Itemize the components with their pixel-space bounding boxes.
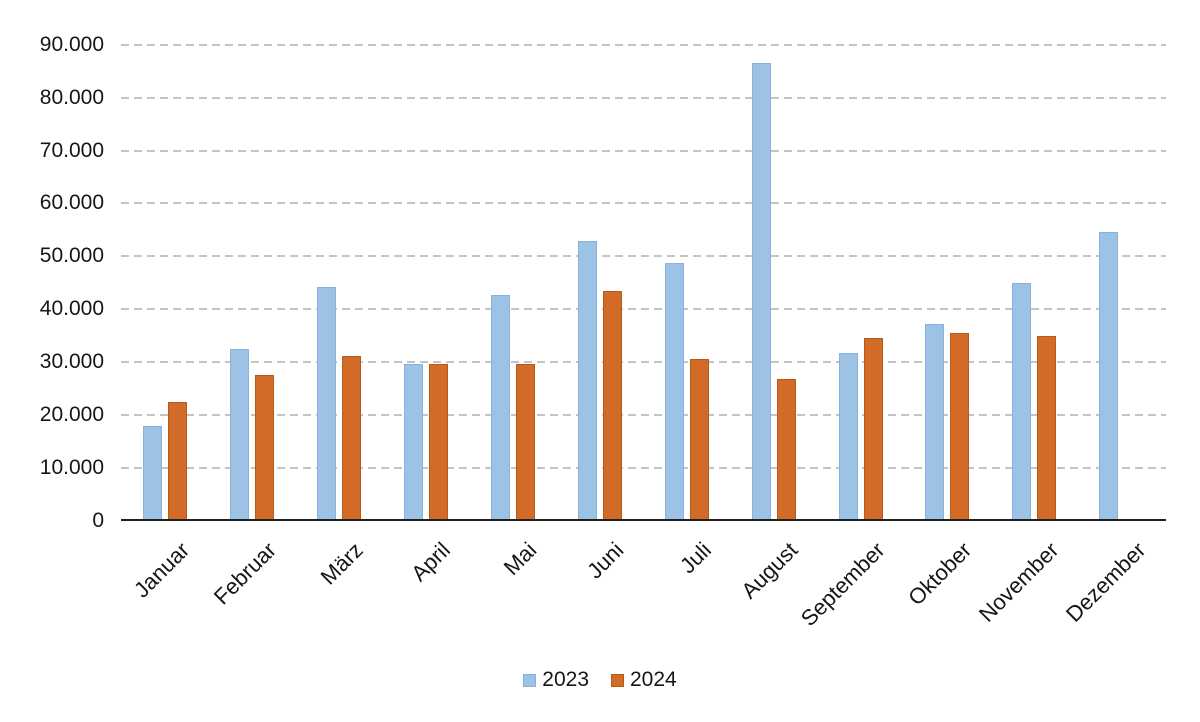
legend-label-2023: 2023 [542,668,589,691]
y-tick-label: 10.000 [39,456,104,480]
bar-november-2023 [1012,282,1032,521]
gridline [121,361,1166,364]
y-tick-label: 90.000 [39,32,104,56]
bar-september-2023 [838,353,858,521]
bar-oktober-2024 [950,333,970,521]
gridline [121,202,1166,205]
bar-februar-2023 [230,349,250,521]
bar-märz-2023 [317,287,337,521]
x-tick-label-januar: Januar [129,537,195,603]
y-tick-label: 0 [92,509,104,532]
x-tick-label-november: November [973,537,1064,627]
x-tick-label-april: April [406,537,455,587]
gridline [121,414,1166,417]
bar-januar-2024 [168,401,188,521]
bar-dezember-2023 [1099,231,1119,521]
bar-april-2023 [404,364,423,521]
bar-mai-2024 [515,363,535,521]
x-tick-label-august: August [736,537,803,604]
bar-märz-2024 [342,355,362,521]
y-tick-label: 80.000 [39,85,104,109]
gridline [121,255,1166,258]
bar-juni-2023 [577,241,597,521]
x-tick-label-märz: März [315,537,369,590]
y-tick-label: 20.000 [39,403,104,427]
bar-januar-2023 [143,425,163,521]
x-tick-label-dezember: Dezember [1060,537,1151,627]
x-tick-label-mai: Mai [499,537,542,581]
bar-september-2024 [863,338,883,521]
gridline [121,149,1166,152]
legend-label-2024: 2024 [630,668,677,691]
gridline [121,467,1166,470]
x-tick-label-september: September [795,537,890,632]
legend-item-2023: 2023 [523,668,589,692]
bar-oktober-2023 [925,324,945,521]
x-tick-label-oktober: Oktober [903,537,977,611]
y-tick-label: 70.000 [39,138,104,162]
chart-legend: 2023 2024 [0,668,1200,692]
y-tick-label: 40.000 [39,297,104,321]
bar-juli-2023 [664,262,684,521]
gridline [121,43,1166,46]
y-tick-label: 30.000 [39,350,104,374]
legend-item-2024: 2024 [611,668,677,692]
x-axis-line [121,519,1166,521]
gridline [121,96,1166,99]
bar-april-2024 [429,363,448,521]
x-tick-label-juli: Juli [674,537,716,579]
y-tick-label: 50.000 [39,244,104,268]
legend-swatch-2024 [611,673,624,687]
bar-mai-2023 [490,294,510,521]
bar-august-2023 [751,63,771,521]
bar-juli-2024 [689,359,709,521]
x-tick-label-februar: Februar [209,537,282,610]
plot-area [121,0,1166,521]
bar-august-2024 [776,378,796,521]
y-tick-label: 60.000 [39,191,104,215]
bar-februar-2024 [255,375,275,521]
x-tick-label-juni: Juni [582,537,629,584]
bar-november-2024 [1037,335,1057,521]
legend-swatch-2023 [523,673,537,687]
bar-juni-2024 [602,291,622,521]
gridline [121,308,1166,311]
